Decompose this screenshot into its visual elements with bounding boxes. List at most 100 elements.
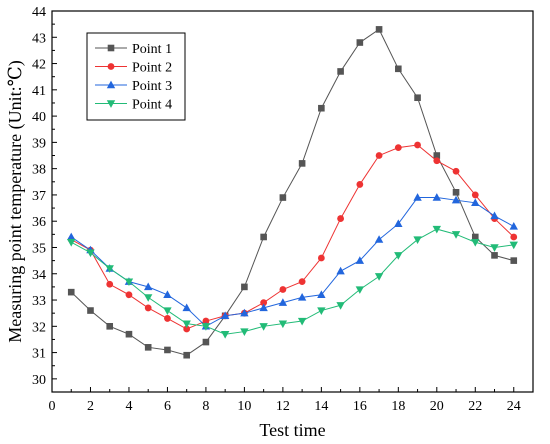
- data-point: [395, 65, 402, 73]
- x-tick-label: 10: [237, 399, 251, 414]
- data-point: [375, 26, 383, 33]
- data-point: [106, 280, 114, 288]
- data-point: [106, 323, 114, 330]
- data-point: [355, 286, 365, 294]
- x-tick-label: 6: [164, 399, 171, 414]
- data-point: [259, 323, 268, 331]
- data-point: [163, 307, 172, 315]
- x-tick-label: 18: [391, 399, 405, 414]
- data-point: [452, 189, 460, 196]
- data-point: [240, 308, 249, 317]
- y-axis-ticks: 30 31 32 33 34 35 36 37 38 39 40 41 42 43 44: [32, 5, 57, 388]
- data-point: [87, 307, 94, 314]
- data-point: [144, 304, 152, 312]
- data-point: [491, 252, 498, 259]
- data-point: [336, 266, 345, 275]
- legend-marker: [107, 63, 115, 70]
- data-point: [297, 293, 307, 301]
- legend-marker: [106, 80, 116, 89]
- x-tick-label: 0: [49, 399, 56, 414]
- data-point: [433, 152, 441, 159]
- data-point: [490, 211, 499, 220]
- data-point: [509, 241, 518, 250]
- data-point: [394, 219, 403, 228]
- x-tick-label: 12: [276, 399, 290, 414]
- data-point: [336, 302, 345, 310]
- data-point: [432, 193, 441, 201]
- y-tick-label: 43: [32, 31, 46, 46]
- data-point: [183, 351, 190, 359]
- y-tick-label: 35: [32, 241, 46, 256]
- data-point: [241, 283, 248, 291]
- data-point: [413, 236, 422, 244]
- y-tick-label: 36: [32, 215, 46, 230]
- legend-marker: [107, 44, 115, 52]
- x-tick-label: 8: [202, 399, 209, 414]
- y-tick-label: 30: [32, 373, 46, 388]
- y-tick-label: 39: [32, 136, 46, 151]
- data-point: [278, 320, 288, 329]
- data-point: [183, 325, 191, 333]
- x-tick-label: 14: [314, 399, 328, 414]
- y-tick-label: 34: [32, 268, 46, 283]
- data-point: [298, 160, 306, 167]
- data-point: [374, 235, 384, 243]
- data-point: [260, 233, 267, 241]
- x-tick-label: 24: [507, 399, 521, 414]
- data-point: [124, 278, 134, 287]
- y-tick-label: 32: [32, 320, 46, 335]
- data-point: [374, 273, 384, 281]
- data-point: [471, 198, 480, 207]
- data-point: [394, 144, 402, 152]
- data-point: [414, 94, 421, 102]
- x-tick-label: 4: [125, 399, 132, 414]
- data-point: [279, 194, 287, 201]
- data-point: [375, 152, 383, 159]
- x-tick-label: 22: [468, 399, 482, 414]
- data-point: [356, 181, 364, 188]
- data-point: [67, 232, 76, 241]
- data-point: [125, 330, 133, 338]
- x-tick-label: 20: [430, 399, 444, 414]
- data-point: [432, 225, 441, 234]
- data-point: [394, 252, 403, 260]
- y-tick-label: 42: [32, 58, 46, 73]
- legend-marker: [106, 100, 116, 108]
- y-tick-label: 44: [32, 5, 46, 20]
- series-point-3: [67, 193, 518, 330]
- data-point: [260, 299, 268, 307]
- legend-label: Point 4: [132, 98, 172, 113]
- data-point: [259, 303, 268, 312]
- data-point: [509, 222, 518, 230]
- data-point: [125, 291, 133, 299]
- data-point: [164, 346, 171, 354]
- y-tick-label: 38: [32, 163, 46, 178]
- data-point: [182, 303, 191, 312]
- data-point: [182, 320, 191, 329]
- data-point: [451, 195, 461, 204]
- data-point: [67, 288, 75, 296]
- data-point: [144, 282, 153, 291]
- data-point: [337, 215, 344, 222]
- data-point: [279, 286, 287, 293]
- data-point: [278, 298, 288, 306]
- data-point: [317, 254, 325, 262]
- data-point: [452, 167, 460, 175]
- data-point: [144, 294, 153, 302]
- data-point: [355, 256, 365, 264]
- data-point: [490, 244, 499, 252]
- y-axis-title: Measuring point temperature (Unit:℃): [5, 60, 26, 343]
- data-point: [201, 323, 211, 331]
- legend: Point 1 Point 2 Point 3 Point 4: [86, 32, 186, 121]
- legend-label: Point 3: [132, 79, 172, 94]
- data-point: [414, 141, 421, 149]
- y-tick-label: 33: [32, 294, 46, 309]
- legend-label: Point 2: [132, 61, 172, 76]
- x-axis-title: Test time: [259, 420, 325, 440]
- data-point: [317, 307, 326, 315]
- data-point: [86, 249, 95, 258]
- x-tick-label: 2: [87, 399, 94, 414]
- data-point: [144, 344, 152, 351]
